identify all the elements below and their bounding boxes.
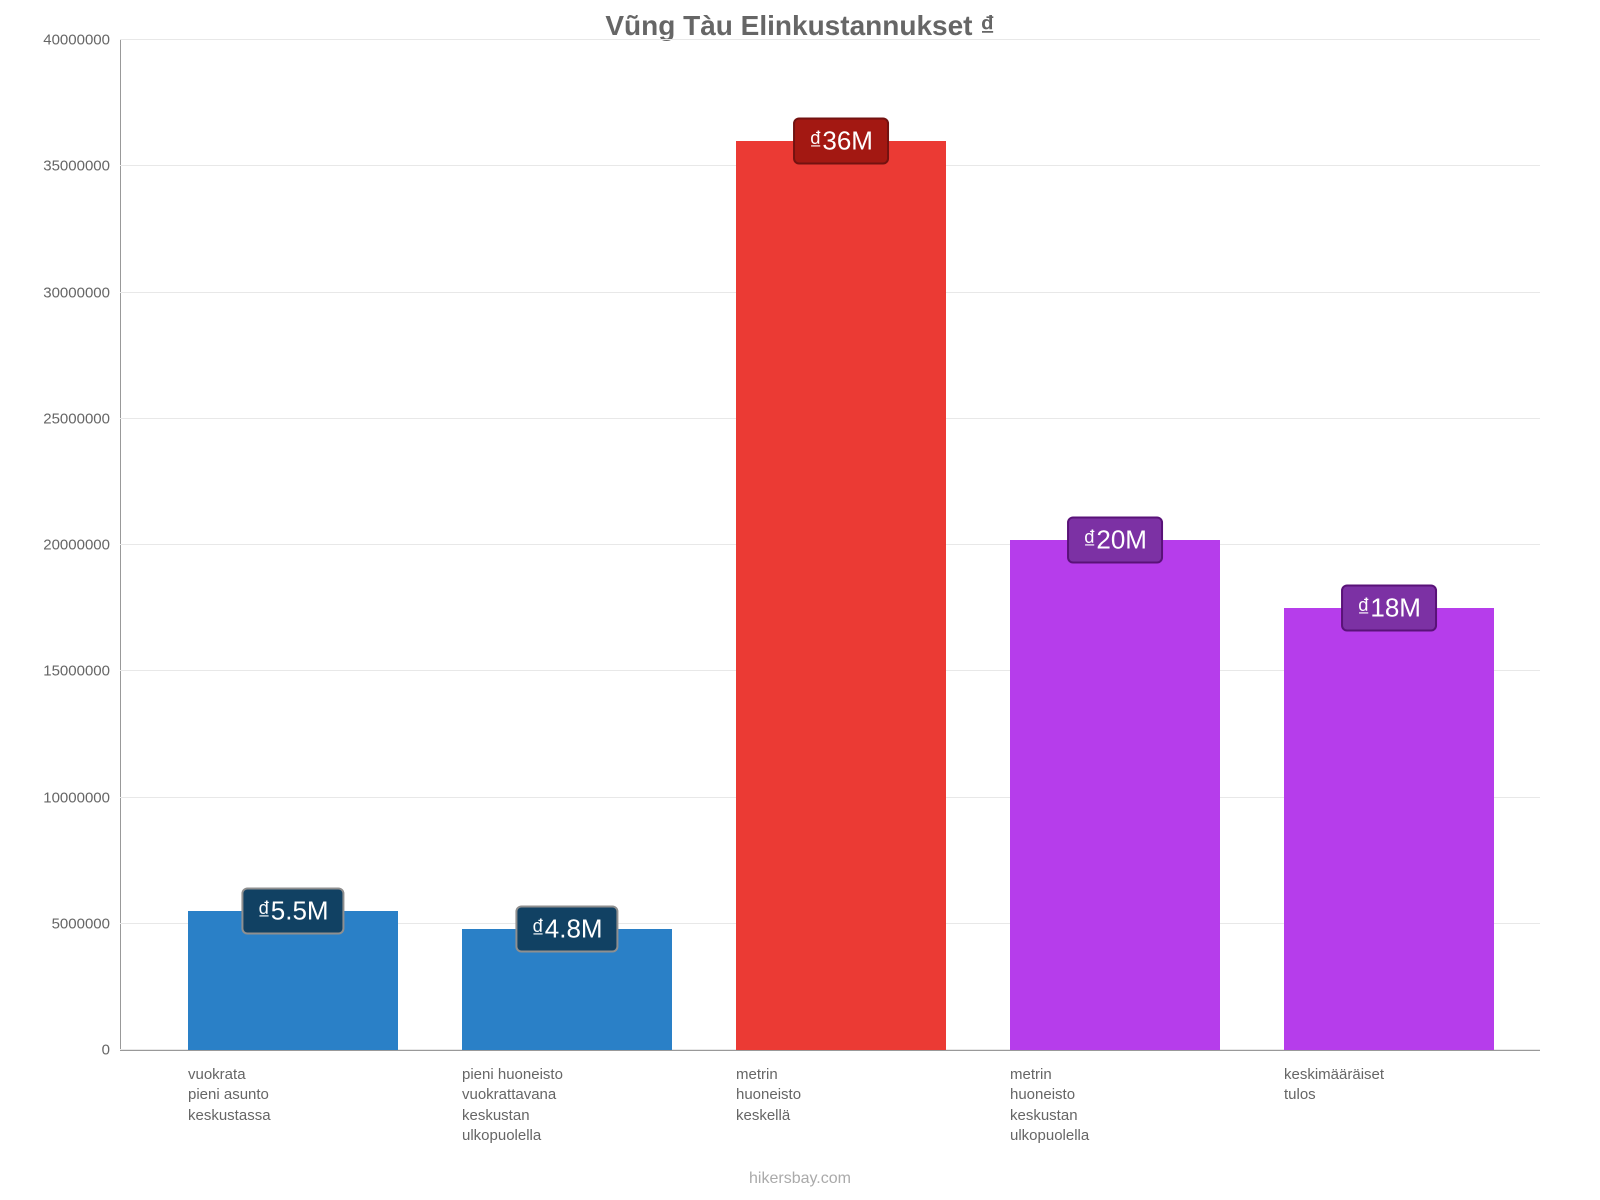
chart-title: Vũng Tàu Elinkustannukset ₫	[0, 10, 1600, 42]
y-tick-label: 0	[10, 1042, 110, 1059]
bar-value-badge: ₫5.5M	[241, 888, 344, 935]
y-tick-label: 30000000	[10, 284, 110, 301]
x-tick-label: keskimääräiset tulos	[1284, 1065, 1494, 1106]
bar	[736, 141, 946, 1050]
y-tick-label: 10000000	[10, 789, 110, 806]
chart-container: Vũng Tàu Elinkustannukset ₫ 0 5000000 1000…	[0, 0, 1600, 1200]
bar-value-badge: ₫4.8M	[515, 905, 618, 952]
y-tick-label: 20000000	[10, 537, 110, 554]
x-tick-label: metrin huoneisto keskellä	[736, 1065, 946, 1126]
y-tick-label: 25000000	[10, 410, 110, 427]
bar	[1284, 608, 1494, 1050]
y-tick-label: 40000000	[10, 32, 110, 49]
y-tick-label: 15000000	[10, 663, 110, 680]
bar-value-badge: ₫20M	[1067, 516, 1163, 563]
gridline	[120, 39, 1540, 40]
x-tick-label: metrin huoneisto keskustan ulkopuolella	[1010, 1065, 1220, 1146]
bar-value-badge: ₫18M	[1341, 585, 1437, 632]
plot-area: ₫5.5M ₫4.8M ₫36M ₫20M ₫18M	[120, 40, 1540, 1051]
bar	[1010, 540, 1220, 1050]
y-tick-label: 5000000	[10, 915, 110, 932]
y-axis-line	[120, 40, 121, 1050]
x-tick-label: pieni huoneisto vuokrattavana keskustan …	[462, 1065, 672, 1146]
bar-value-badge: ₫36M	[793, 118, 889, 165]
chart-footer: hikersbay.com	[0, 1170, 1600, 1188]
y-tick-label: 35000000	[10, 158, 110, 175]
x-tick-label: vuokrata pieni asunto keskustassa	[188, 1065, 398, 1126]
